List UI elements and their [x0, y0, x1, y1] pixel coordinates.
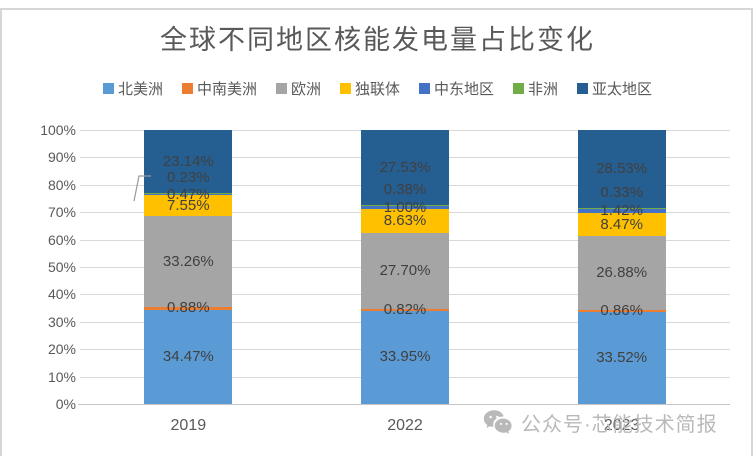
- legend-item-label: 中东地区: [434, 80, 495, 98]
- y-axis-tick-label: 0%: [55, 396, 76, 412]
- legend-item-label: 亚太地区: [592, 80, 653, 98]
- y-axis-tick-label: 80%: [47, 176, 76, 193]
- data-label: 0.47%: [167, 185, 210, 203]
- legend-item: 中东地区: [419, 78, 494, 99]
- data-label: 0.33%: [600, 183, 643, 201]
- legend-item: 中南美洲: [181, 78, 257, 99]
- bar-segment-独联体: [361, 209, 449, 233]
- data-label: 0.23%: [167, 168, 210, 186]
- data-label: 23.14%: [162, 152, 214, 170]
- legend-swatch: [275, 82, 287, 94]
- data-label: 1.42%: [600, 201, 643, 219]
- legend-item-label: 独联体: [354, 80, 400, 98]
- watermark-text: 公众号·芯能技术简报: [521, 414, 718, 436]
- legend-item-label: 中南美洲: [196, 80, 257, 98]
- legend-item: 北美洲: [102, 78, 163, 99]
- bar-segment-北美洲: [361, 310, 449, 404]
- bar-segment-亚太地区: [577, 129, 666, 209]
- legend-item: 欧洲: [275, 78, 321, 99]
- bar-segment-欧洲: [361, 232, 449, 309]
- bar-segment-非洲: [144, 193, 233, 195]
- y-axis-tick-label: 100%: [40, 122, 76, 138]
- y-axis-tick-label: 30%: [47, 313, 76, 330]
- frame-right-line: [751, 8, 753, 456]
- data-label: 33.95%: [379, 348, 431, 366]
- x-axis-line: [78, 404, 730, 405]
- data-label: 0.38%: [383, 180, 427, 198]
- x-axis-label: 2023: [603, 417, 640, 434]
- bar-segment-北美洲: [144, 309, 233, 404]
- bar-segment-独联体: [577, 212, 666, 237]
- x-axis-label: 2022: [387, 417, 423, 434]
- legend-swatch: [577, 82, 589, 94]
- bar-segment-亚太地区: [144, 130, 233, 194]
- y-axis-tick-label: 50%: [47, 259, 76, 275]
- chart-legend: 北美洲 中南美洲 欧洲 独联体 中东地区 非洲 亚太地区: [0, 78, 755, 98]
- legend-swatch: [339, 82, 351, 94]
- data-label: 27.53%: [379, 158, 431, 176]
- y-axis-tick-label: 70%: [47, 204, 76, 221]
- y-axis-tick-label: 10%: [47, 368, 76, 385]
- y-axis-tick-label: 40%: [47, 286, 76, 303]
- legend-item: 亚太地区: [577, 78, 652, 99]
- bar-segment-中南美洲: [361, 308, 449, 311]
- legend-item-label: 欧洲: [290, 80, 321, 98]
- legend-swatch: [513, 82, 525, 94]
- data-label: 8.63%: [383, 212, 427, 229]
- data-label: 0.88%: [167, 299, 210, 317]
- bar-segment-中南美洲: [577, 309, 666, 313]
- data-label: 33.26%: [162, 252, 214, 270]
- bar-segment-北美洲: [577, 312, 666, 404]
- data-label: 0.82%: [383, 300, 427, 318]
- bar-segment-中东地区: [577, 209, 666, 213]
- bar-segment-亚太地区: [361, 129, 449, 206]
- watermark: 公众号·芯能技术简报: [482, 408, 718, 437]
- legend-item-label: 非洲: [528, 80, 559, 98]
- bar-segment-欧洲: [577, 236, 666, 310]
- frame-top-line: [2, 8, 753, 10]
- x-axis-label: 2019: [170, 417, 207, 434]
- frame-left-line: [0, 8, 2, 456]
- data-label: 0.86%: [600, 301, 643, 319]
- bar-segment-中南美洲: [144, 307, 233, 310]
- legend-swatch: [419, 82, 430, 94]
- data-label: 8.47%: [600, 215, 643, 233]
- legend-item: 非洲: [513, 78, 558, 99]
- data-label: 27.70%: [379, 261, 431, 279]
- bar-segment-欧洲: [144, 216, 233, 308]
- data-label: 26.88%: [596, 263, 648, 281]
- data-label: 1.00%: [383, 198, 427, 216]
- legend-item: 独联体: [339, 78, 400, 99]
- bar-segment-非洲: [361, 205, 449, 207]
- wechat-icon: [483, 409, 512, 434]
- bar-segment-中东地区: [361, 206, 449, 210]
- bar-segment-非洲: [577, 208, 666, 210]
- chart-title: 全球不同地区核能发电量占比变化: [160, 25, 595, 55]
- y-axis-tick-label: 90%: [47, 149, 76, 166]
- bar-segment-中东地区: [144, 194, 233, 196]
- data-label: 34.47%: [162, 347, 214, 365]
- data-label: 7.55%: [167, 196, 210, 214]
- y-axis-tick-label: 20%: [47, 341, 76, 358]
- y-axis-tick-label: 60%: [47, 231, 76, 248]
- legend-swatch: [102, 82, 114, 94]
- legend-swatch: [181, 82, 193, 94]
- bar-segment-独联体: [144, 195, 233, 216]
- legend-item-label: 北美洲: [117, 80, 163, 98]
- data-label: 28.53%: [596, 160, 648, 178]
- data-label: 33.52%: [596, 349, 648, 367]
